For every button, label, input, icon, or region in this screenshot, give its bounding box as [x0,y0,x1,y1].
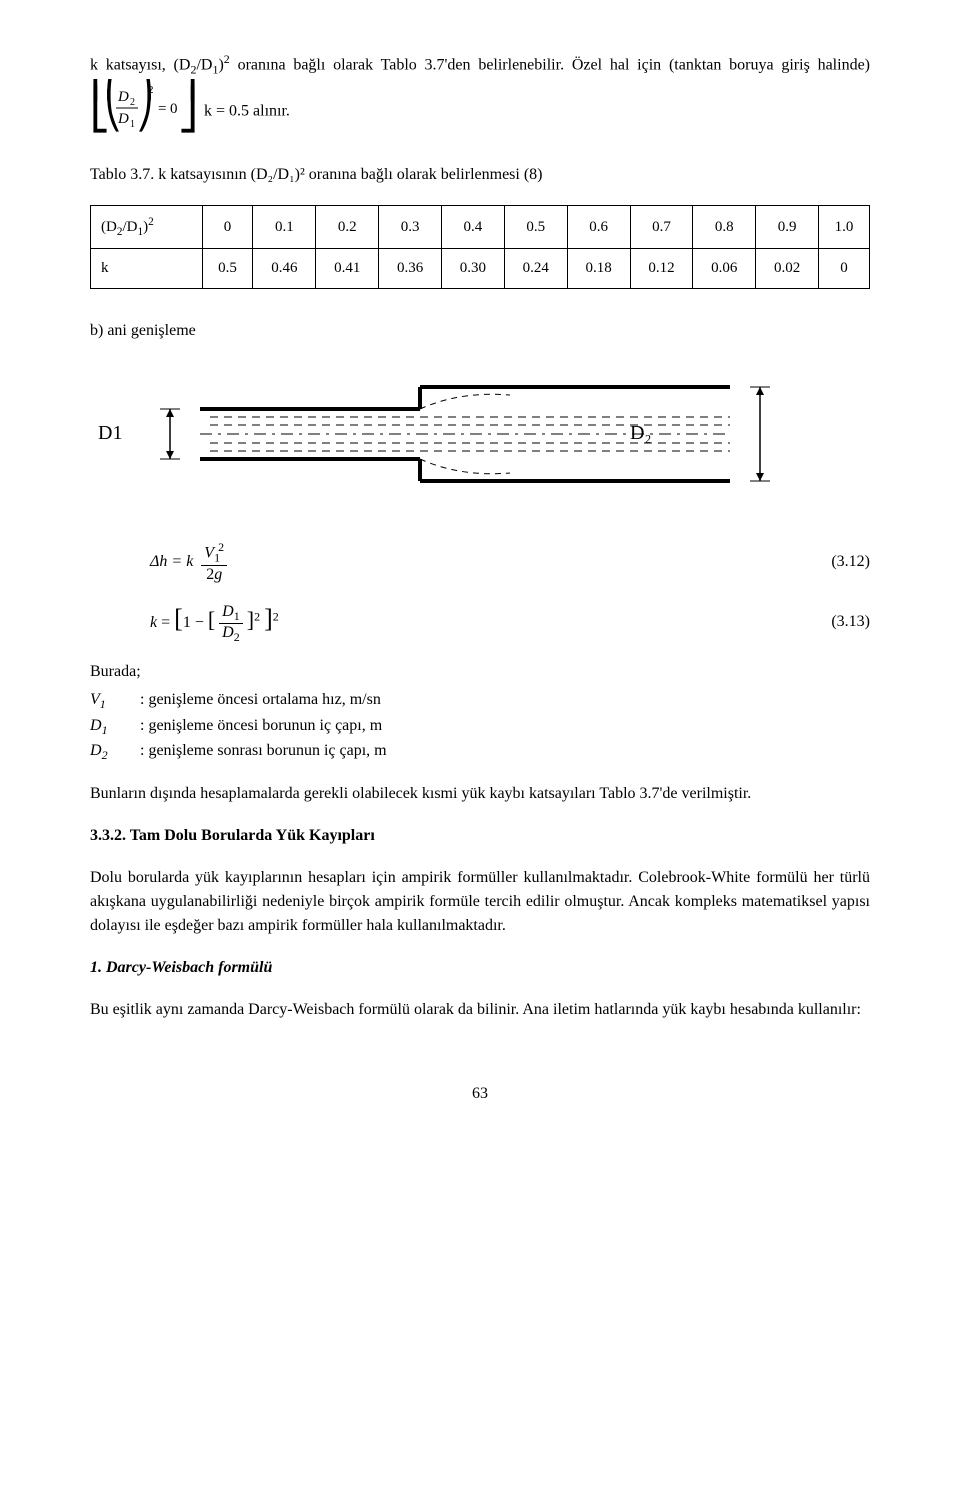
d1-label: D1 [98,422,122,444]
v1-symbol: V1 [90,688,140,713]
svg-text:D: D [117,111,129,127]
svg-text:0: 0 [170,101,178,117]
header-cell: (D2/D1)2 [91,205,203,249]
table-row: k 0.5 0.46 0.41 0.36 0.30 0.24 0.18 0.12… [91,249,870,289]
paragraph-extra: Bunların dışında hesaplamalarda gerekli … [90,782,870,806]
section-332-heading: 3.3.2. Tam Dolu Borularda Yük Kayıpları [90,824,870,848]
equation-3-12: Δh = k V12 2g (3.12) [90,541,870,583]
svg-text:=: = [158,101,166,117]
p1c: oranına bağlı olarak Tablo 3.7'den belir… [230,56,870,73]
eq-num: (3.12) [831,550,870,574]
svg-text:2: 2 [148,84,154,96]
page-number: 63 [90,1082,870,1106]
svg-text:⎦: ⎦ [178,85,198,133]
darcy-paragraph: Bu eşitlik aynı zamanda Darcy-Weisbach f… [90,998,870,1022]
svg-text:1: 1 [130,119,135,130]
paragraph-332: Dolu borularda yük kayıplarının hesaplar… [90,866,870,938]
svg-text:D: D [117,89,129,105]
d2-symbol: D2 [90,739,140,764]
table-caption: Tablo 3.7. k katsayısının (D₂/D₁)² oranı… [90,163,870,187]
where-label: Burada; [90,660,870,684]
equation-3-13: k = [1 − [ D1 D2 ]2 ]2 (3.13) [90,599,870,644]
eq-num: (3.13) [831,610,870,634]
table-row: (D2/D1)2 0 0.1 0.2 0.3 0.4 0.5 0.6 0.7 0… [91,205,870,249]
intro-paragraph: k katsayısı, (D2/D1)2 oranına bağlı olar… [90,50,870,145]
d1-symbol: D1 [90,714,140,739]
svg-text:2: 2 [130,97,135,108]
inline-bracket-formula: ⎡ ⎣ ⎛ ⎝ D 2 D 1 ⎞ ⎠ 2 = 0 ⎤ ⎦ [90,79,200,145]
d2-label: D₂ [630,422,651,444]
row-label: k [91,249,203,289]
symbol-definitions: V1: genişleme öncesi ortalama hız, m/sn … [90,688,870,764]
expansion-diagram: D1 D₂ [90,367,870,505]
p1d: k = 0.5 alınır. [204,102,290,119]
section-b-title: b) ani genişleme [90,319,870,343]
p1a: k katsayısı, (D [90,56,190,73]
darcy-heading: 1. Darcy-Weisbach formülü [90,956,870,980]
coefficient-table: (D2/D1)2 0 0.1 0.2 0.3 0.4 0.5 0.6 0.7 0… [90,205,870,289]
